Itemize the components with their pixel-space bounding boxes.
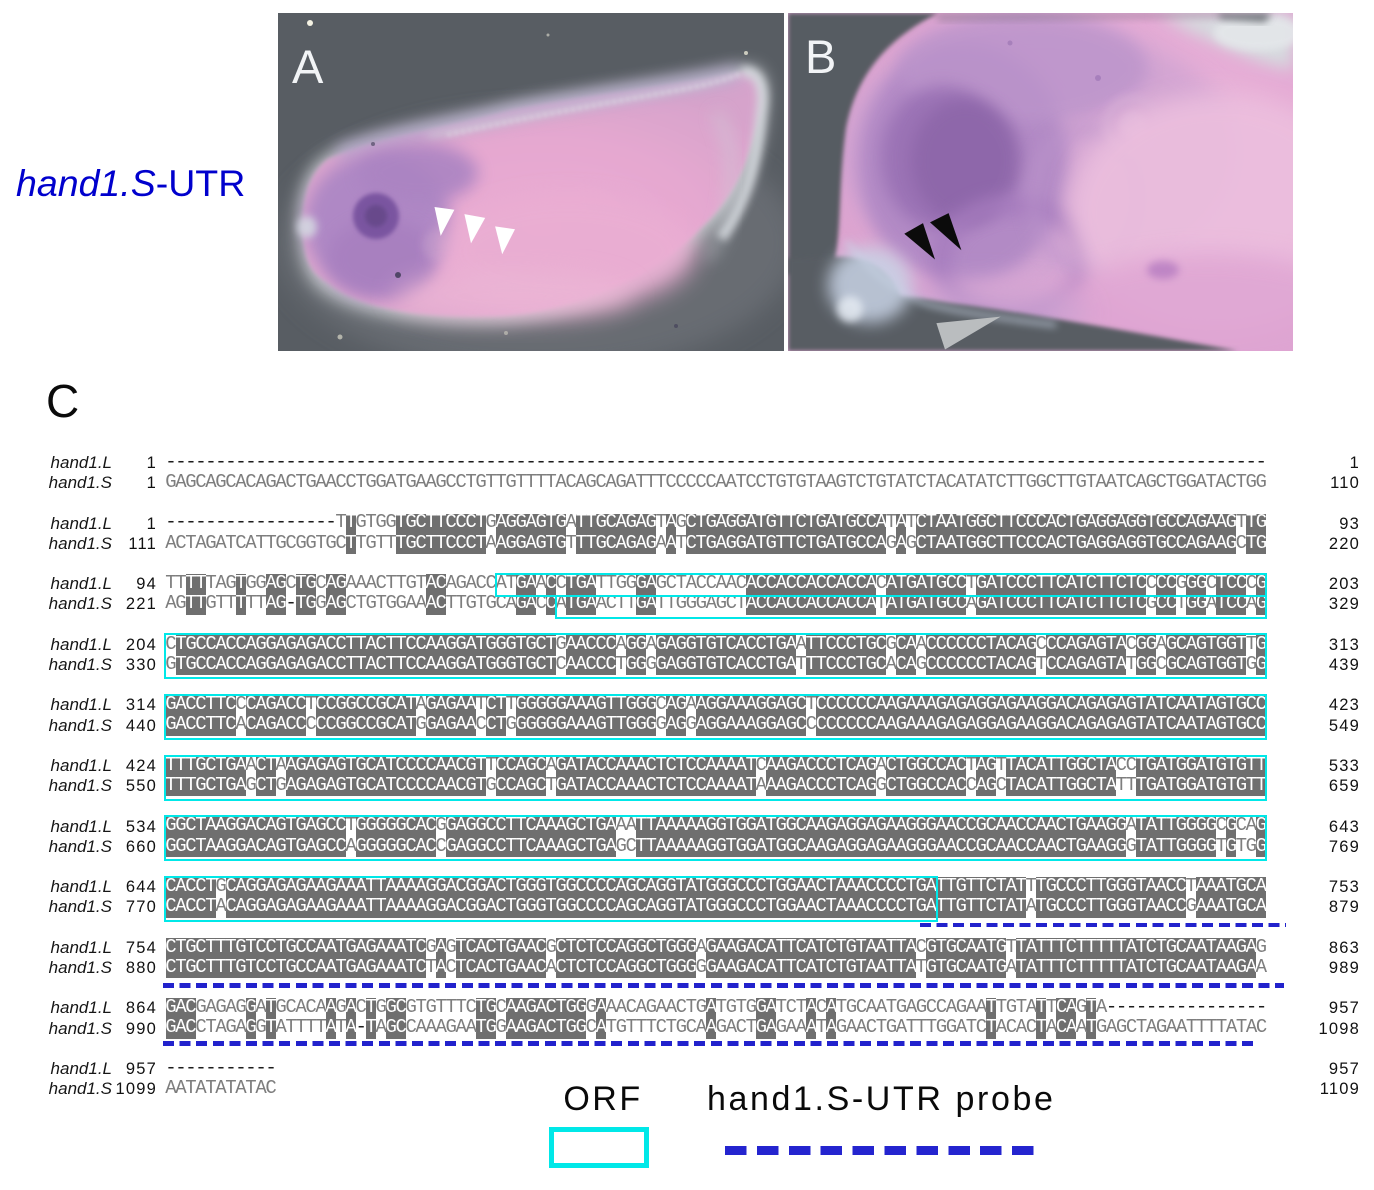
svg-text:B: B bbox=[805, 30, 836, 83]
svg-text:A: A bbox=[292, 40, 324, 93]
